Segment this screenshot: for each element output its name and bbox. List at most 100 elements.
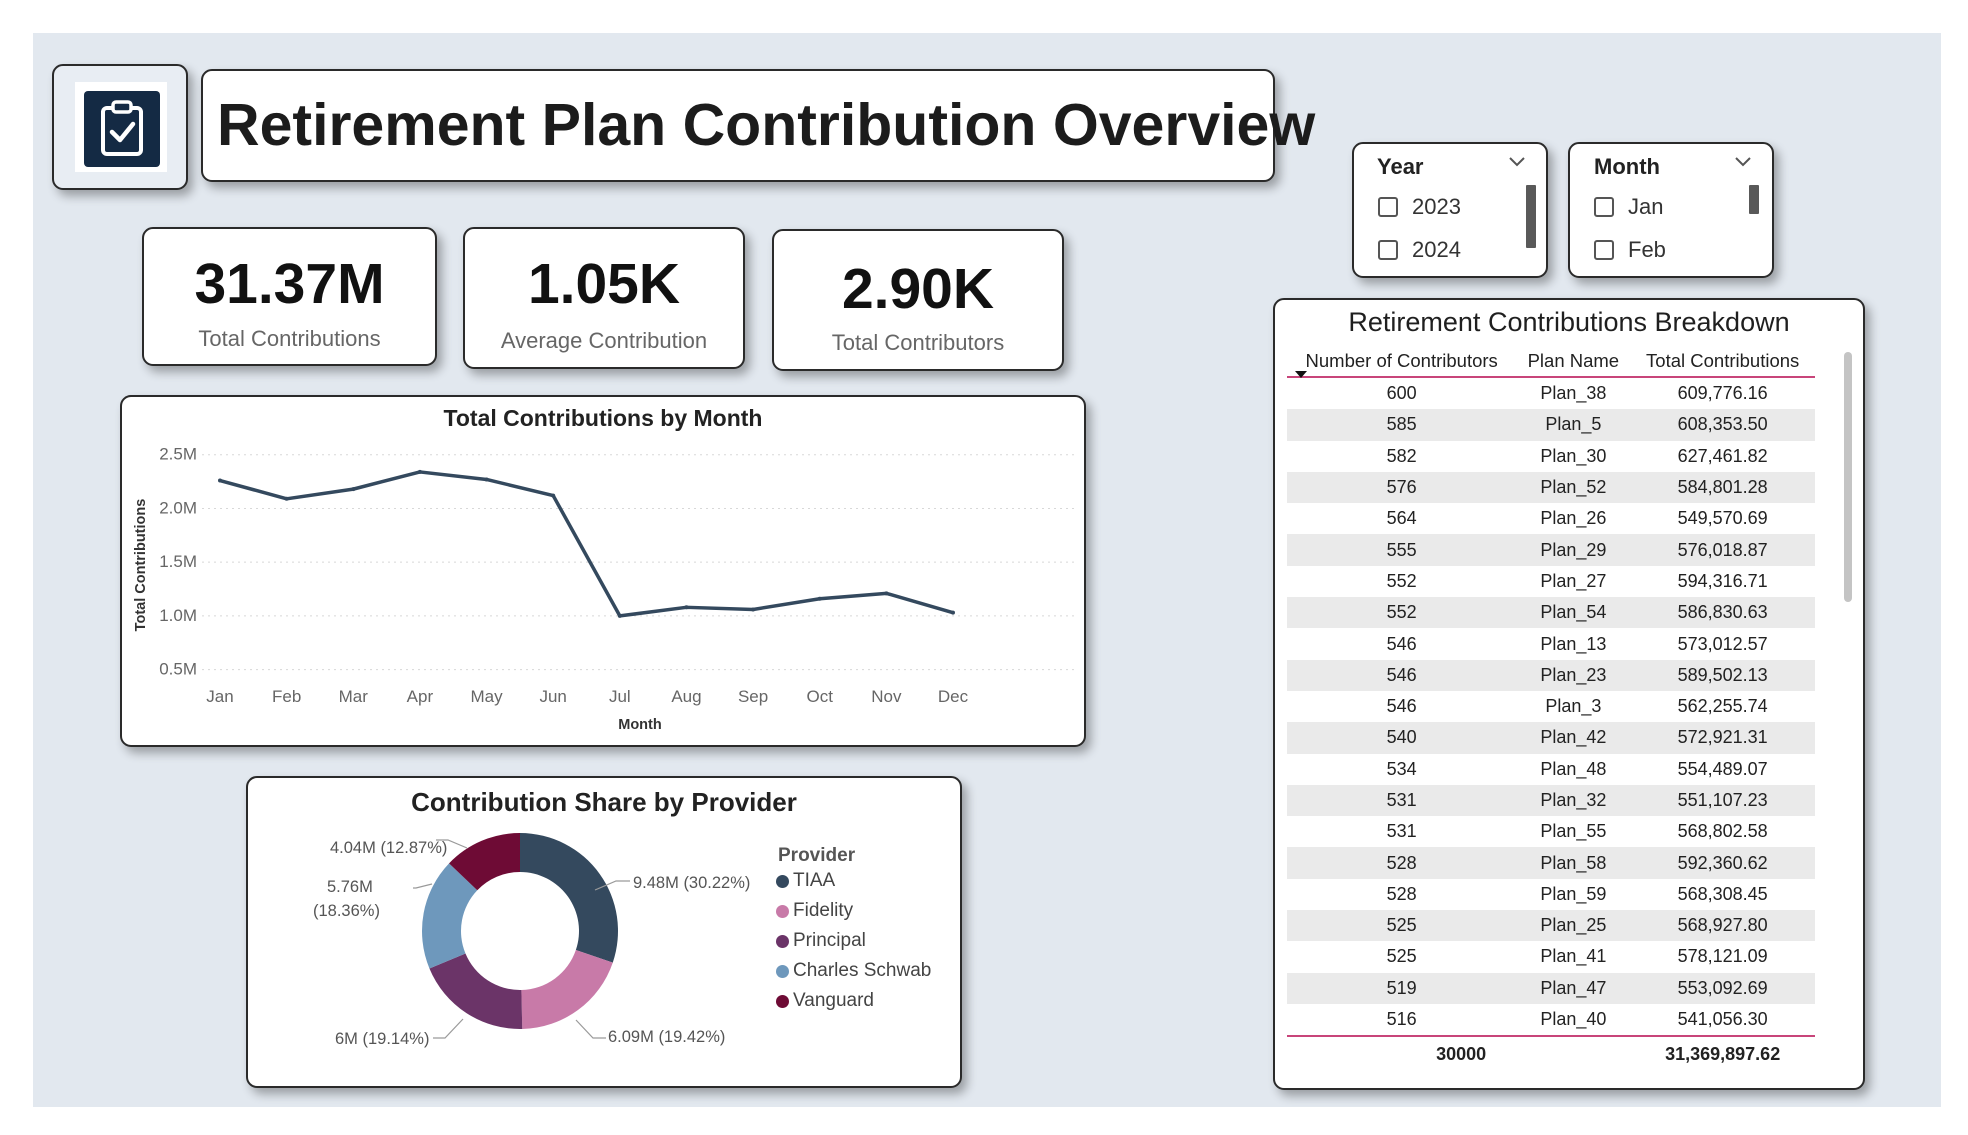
x-tick-label: Jun [539, 687, 566, 706]
table-row[interactable]: 534 Plan_48 554,489.07 [1287, 754, 1815, 785]
cell-contributors: 546 [1386, 696, 1417, 717]
cell-contributors: 528 [1386, 883, 1417, 904]
cell-plan-name: Plan_59 [1540, 883, 1607, 904]
cell-contributors: 546 [1386, 633, 1417, 654]
line-chart[interactable]: 0.5M 1.0M 1.5M 2.0M 2.5M Jan Feb Mar Apr May Jun Ju… [122, 397, 1084, 745]
total-contributions: 31,369,897.62 [1665, 1043, 1781, 1064]
y-tick-label: 1.0M [159, 606, 197, 625]
slicer-scrollbar[interactable] [1526, 185, 1536, 248]
x-tick-label: Sep [738, 687, 768, 706]
column-header-total[interactable]: Total Contributions [1630, 345, 1815, 377]
cell-contributors: 540 [1386, 727, 1417, 748]
legend-title: Provider [778, 845, 856, 866]
table-row[interactable]: 531 Plan_32 551,107.23 [1287, 784, 1815, 817]
x-tick-label: May [470, 687, 503, 706]
donut-slice-charles-schwab[interactable] [422, 863, 478, 969]
data-point [951, 610, 955, 615]
cell-total: 568,927.80 [1677, 915, 1768, 936]
checkbox[interactable] [1594, 240, 1614, 260]
x-tick-label: Jan [206, 687, 233, 706]
clipboard-check-icon [84, 91, 160, 167]
data-point [884, 591, 889, 596]
slicer-option-label: 2023 [1412, 194, 1461, 219]
x-axis-title: Month [618, 717, 661, 733]
donut-slice-fidelity[interactable] [521, 950, 613, 1029]
data-point [684, 605, 689, 610]
cell-contributors: 516 [1386, 1009, 1417, 1030]
legend-item[interactable]: Vanguard [776, 990, 874, 1012]
table-row[interactable]: 528 Plan_59 568,308.45 [1287, 879, 1815, 910]
table-row[interactable]: 552 Plan_54 586,830.63 [1287, 597, 1815, 629]
table-row[interactable]: 516 Plan_40 541,056.30 [1287, 1004, 1815, 1036]
table-row[interactable]: 600 Plan_38 609,776.16 [1287, 377, 1815, 409]
donut-slice-principal[interactable] [429, 953, 523, 1029]
kpi-card-average-contribution: 1.05K Average Contribution [463, 227, 745, 369]
chevron-down-icon[interactable] [1734, 155, 1752, 173]
table-row[interactable]: 546 Plan_13 573,012.57 [1287, 628, 1815, 659]
slicer-scrollbar[interactable] [1749, 185, 1759, 214]
cell-plan-name: Plan_38 [1540, 383, 1607, 404]
table-row[interactable]: 582 Plan_30 627,461.82 [1287, 441, 1815, 472]
month-slicer[interactable]: Month Jan Feb [1568, 142, 1774, 278]
cell-contributors: 525 [1386, 915, 1417, 936]
table-row[interactable]: 555 Plan_29 576,018.87 [1287, 534, 1815, 566]
legend-label: Fidelity [793, 900, 854, 921]
legend-item[interactable]: Fidelity [776, 900, 853, 922]
checkbox[interactable] [1378, 240, 1398, 260]
data-point [218, 478, 222, 483]
column-header-label: Plan Name [1527, 349, 1620, 371]
table-row[interactable]: 531 Plan_55 568,802.58 [1287, 816, 1815, 847]
cell-total: 589,502.13 [1677, 664, 1768, 685]
kpi-value: 1.05K [527, 252, 681, 316]
cell-plan-name: Plan_5 [1545, 414, 1602, 435]
cell-plan-name: Plan_3 [1545, 696, 1602, 717]
donut-chart[interactable] [248, 778, 960, 1086]
kpi-label: Average Contribution [500, 328, 708, 353]
cell-total: 572,921.31 [1677, 727, 1768, 748]
table-scrollbar[interactable] [1844, 352, 1852, 602]
table-row[interactable]: 525 Plan_41 578,121.09 [1287, 941, 1815, 972]
table-row[interactable]: 546 Plan_23 589,502.13 [1287, 659, 1815, 691]
data-label-fidelity: 6.09M (19.42%) [608, 1028, 726, 1046]
cell-total: 541,056.30 [1677, 1009, 1768, 1030]
table-row[interactable]: 564 Plan_26 549,570.69 [1287, 503, 1815, 534]
table-row[interactable]: 576 Plan_52 584,801.28 [1287, 471, 1815, 504]
table-row[interactable]: 546 Plan_3 562,255.74 [1287, 691, 1815, 722]
donut-slice-tiaa[interactable] [520, 833, 618, 963]
cell-contributors: 525 [1386, 946, 1417, 967]
table-row[interactable]: 525 Plan_25 568,927.80 [1287, 910, 1815, 942]
checkbox[interactable] [1594, 197, 1614, 217]
x-tick-label: Mar [339, 687, 369, 706]
slicer-option-jan[interactable]: Jan [1594, 194, 1663, 220]
cell-plan-name: Plan_32 [1540, 790, 1607, 810]
y-tick-label: 1.5M [159, 552, 197, 571]
column-header-contributors[interactable]: Number of Contributors [1287, 345, 1516, 378]
data-point [751, 607, 756, 612]
donut-slice-vanguard[interactable] [449, 833, 520, 891]
table-row[interactable]: 552 Plan_27 594,316.71 [1287, 566, 1815, 597]
table-row[interactable]: 585 Plan_5 608,353.50 [1287, 409, 1815, 441]
sort-desc-icon [1295, 361, 1307, 383]
chevron-down-icon[interactable] [1508, 155, 1526, 173]
slicer-option-2024[interactable]: 2024 [1378, 237, 1461, 263]
legend-item[interactable]: Charles Schwab [776, 960, 931, 982]
slicer-option-2023[interactable]: 2023 [1378, 194, 1461, 220]
table-row[interactable]: 528 Plan_58 592,360.62 [1287, 847, 1815, 879]
column-header-plan[interactable]: Plan Name [1516, 345, 1630, 377]
page-title: Retirement Plan Contribution Overview [217, 92, 1316, 158]
y-tick-label: 2.5M [159, 445, 197, 464]
y-tick-label: 0.5M [159, 660, 197, 679]
data-point [484, 477, 489, 482]
cell-plan-name: Plan_30 [1540, 445, 1607, 466]
data-point [617, 613, 622, 618]
data-label-principal: 6M (19.14%) [335, 1030, 430, 1048]
table-row[interactable]: 519 Plan_47 553,092.69 [1287, 972, 1815, 1004]
year-slicer[interactable]: Year 2023 2024 [1352, 142, 1548, 278]
data-point [284, 496, 289, 501]
legend-item[interactable]: Principal [776, 930, 866, 952]
checkbox[interactable] [1378, 197, 1398, 217]
legend-item[interactable]: TIAA [776, 870, 835, 892]
data-label-vanguard: 4.04M (12.87%) [330, 839, 448, 857]
table-row[interactable]: 540 Plan_42 572,921.31 [1287, 722, 1815, 754]
slicer-option-feb[interactable]: Feb [1594, 237, 1666, 263]
